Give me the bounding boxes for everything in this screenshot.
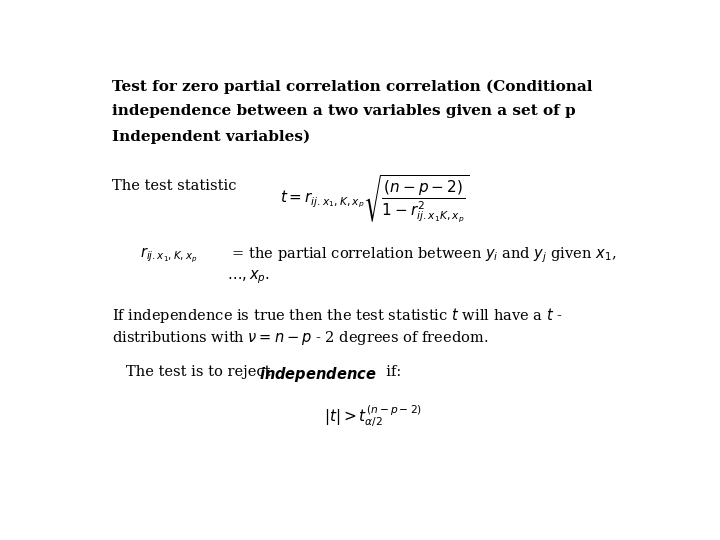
Text: Test for zero partial correlation correlation (Conditional: Test for zero partial correlation correl… <box>112 79 593 94</box>
Text: If independence is true then the test statistic $t$ will have a $t$ -: If independence is true then the test st… <box>112 306 563 325</box>
Text: $\ldots, x_p.$: $\ldots, x_p.$ <box>227 268 269 286</box>
Text: = the partial correlation between $y_i$ and $y_j$ given $x_1$,: = the partial correlation between $y_i$ … <box>227 246 616 265</box>
Text: Independent variables): Independent variables) <box>112 129 310 144</box>
Text: independence between a two variables given a set of p: independence between a two variables giv… <box>112 104 576 118</box>
Text: distributions with $\nu=n-p$ - 2 degrees of freedom.: distributions with $\nu=n-p$ - 2 degrees… <box>112 329 489 347</box>
Text: if:: if: <box>377 365 402 379</box>
Text: $|t| > t^{(n-p-2)}_{\alpha/2}$: $|t| > t^{(n-p-2)}_{\alpha/2}$ <box>324 404 423 430</box>
Text: The test statistic: The test statistic <box>112 179 237 193</box>
Text: The test is to reject: The test is to reject <box>126 365 275 379</box>
Text: $t = r_{ij.x_1,K,x_p}\sqrt{\dfrac{(n-p-2)}{1-r^{2}_{ij.x_1K,x_p}}}$: $t = r_{ij.x_1,K,x_p}\sqrt{\dfrac{(n-p-2… <box>280 173 469 225</box>
Text: $\bfit{independence}$: $\bfit{independence}$ <box>258 365 376 384</box>
Text: $r_{ij.x_1,K,x_p}$: $r_{ij.x_1,K,x_p}$ <box>140 246 197 265</box>
